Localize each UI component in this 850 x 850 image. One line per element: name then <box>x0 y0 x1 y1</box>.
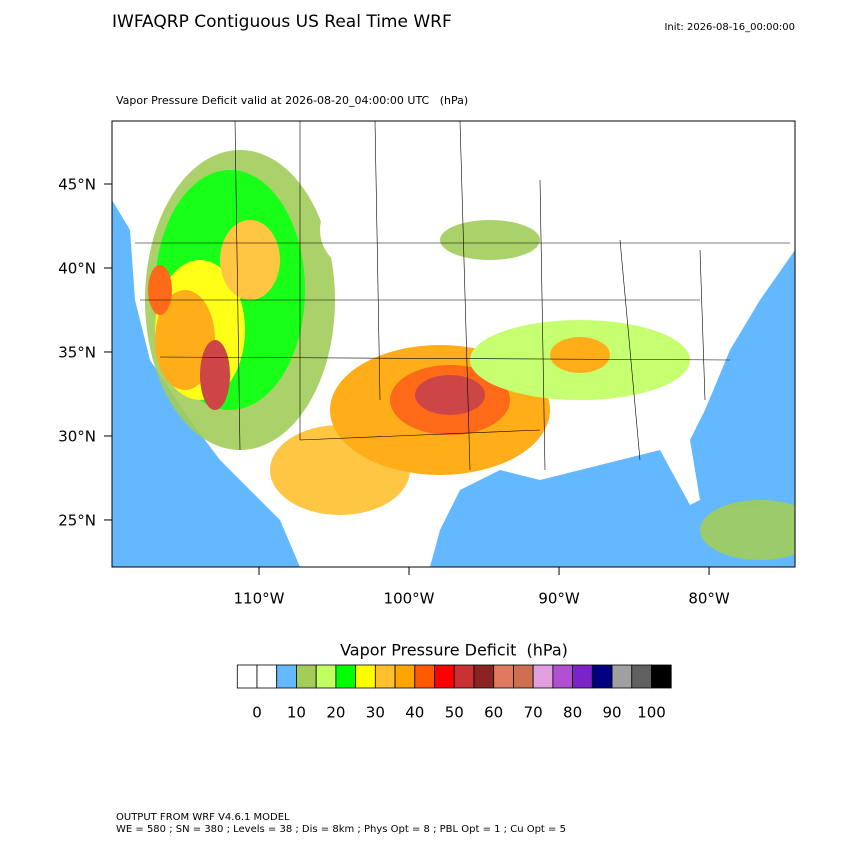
subtitle: Vapor Pressure Deficit valid at 2026-08-… <box>116 94 468 107</box>
colorbar-box <box>414 664 435 689</box>
title: IWFAQRP Contiguous US Real Time WRF <box>112 12 452 32</box>
y-tick-label: 30°N <box>58 427 96 445</box>
map-frame <box>111 120 796 568</box>
colorbar-box <box>374 664 396 689</box>
colorbar-tick-label: 30 <box>366 704 385 722</box>
colorbar-tick-label: 20 <box>326 704 345 722</box>
colorbar-tick-label: 10 <box>287 704 306 722</box>
colorbar-box <box>532 664 554 689</box>
colorbar-box <box>591 664 613 689</box>
borders <box>135 121 790 471</box>
colorbar-tick-label: 0 <box>252 704 262 722</box>
y-tick-label: 25°N <box>58 511 96 529</box>
vpd-blobs <box>145 150 795 560</box>
y-tick-label: 40°N <box>58 259 96 277</box>
colorbar-tick-label: 100 <box>637 704 666 722</box>
colorbar-title: Vapor Pressure Deficit (hPa) <box>340 641 568 660</box>
footer-line: WE = 580 ; SN = 380 ; Levels = 38 ; Dis … <box>116 824 566 835</box>
footer-line: OUTPUT FROM WRF V4.6.1 MODEL <box>116 812 290 823</box>
colorbar-tick-label: 60 <box>484 704 503 722</box>
x-tick-label: 110°W <box>234 590 285 608</box>
colorbar-box <box>434 664 455 689</box>
colorbar-box <box>296 664 317 689</box>
y-tick-label: 45°N <box>58 175 96 193</box>
x-tick-label: 80°W <box>688 590 730 608</box>
colorbar-tick-label: 80 <box>563 704 582 722</box>
colorbar-box <box>335 664 357 689</box>
y-tick-label: 35°N <box>58 343 96 361</box>
colorbar-box <box>572 664 593 689</box>
colorbar-box <box>355 664 376 689</box>
colorbar-box <box>276 664 297 689</box>
colorbar-box <box>236 664 258 689</box>
colorbar-box <box>493 664 514 689</box>
colorbar-tick-label: 70 <box>524 704 543 722</box>
colorbar-tick-label: 50 <box>445 704 464 722</box>
colorbar-box <box>552 664 574 689</box>
colorbar-box <box>651 664 672 689</box>
colorbar-box <box>611 664 633 689</box>
colorbar-box <box>315 664 337 689</box>
x-tick-label: 90°W <box>538 590 580 608</box>
map-field <box>112 121 795 567</box>
init-time: Init: 2026-08-16_00:00:00 <box>664 22 795 33</box>
colorbar-tick-label: 40 <box>405 704 424 722</box>
colorbar-tick-label: 90 <box>603 704 622 722</box>
x-tick-label: 100°W <box>384 590 435 608</box>
colorbar-box <box>453 664 475 689</box>
colorbar-box <box>473 664 495 689</box>
colorbar-box <box>631 664 652 689</box>
colorbar-box <box>513 664 534 689</box>
colorbar-box <box>256 664 278 689</box>
colorbar-box <box>394 664 416 689</box>
